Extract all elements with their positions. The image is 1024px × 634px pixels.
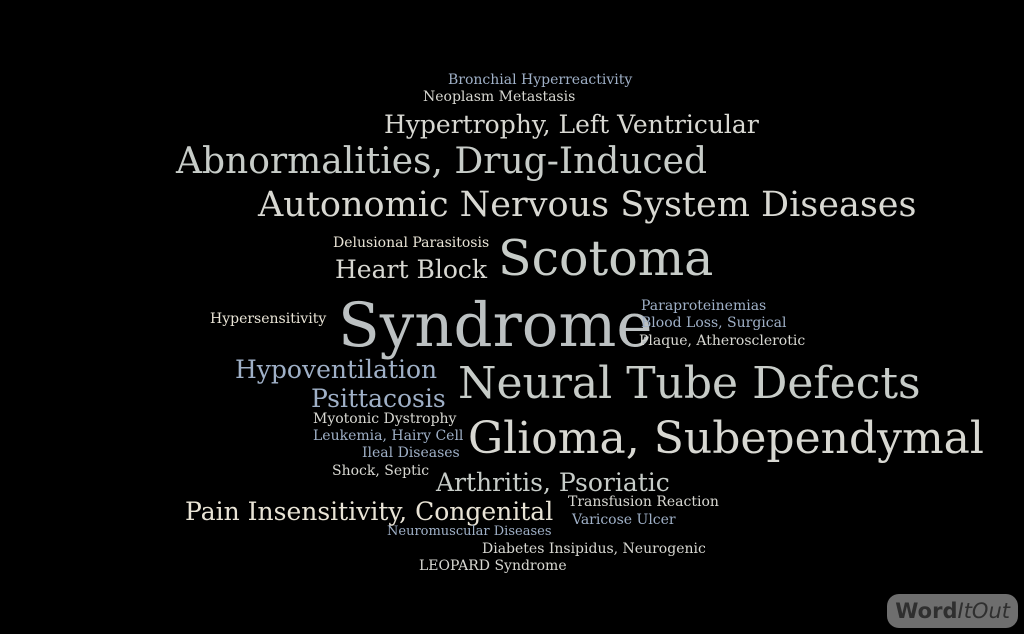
word-pain-insensitivity-congenital: Pain Insensitivity, Congenital [185,497,554,526]
word-psittacosis: Psittacosis [311,384,446,413]
word-plaque-atherosclerotic: Plaque, Atherosclerotic [639,333,806,349]
word-hypoventilation: Hypoventilation [235,355,438,384]
word-diabetes-insipidus-neurogenic: Diabetes Insipidus, Neurogenic [482,541,706,557]
word-shock-septic: Shock, Septic [332,463,430,479]
logo-word-text: Word [895,599,958,623]
logo-itout-text: ItOut [957,599,1011,623]
word-myotonic-dystrophy: Myotonic Dystrophy [313,411,457,427]
word-autonomic-nervous-system-diseases: Autonomic Nervous System Diseases [258,185,917,225]
word-neural-tube-defects: Neural Tube Defects [458,358,921,409]
word-scotoma: Scotoma [498,230,714,287]
word-arthritis-psoriatic: Arthritis, Psoriatic [436,468,670,497]
wordleout-logo[interactable]: Word ItOut [887,594,1018,628]
word-hypersensitivity: Hypersensitivity [210,311,327,327]
word-blood-loss-surgical: Blood Loss, Surgical [641,315,787,331]
word-bronchial-hyperreactivity: Bronchial Hyperreactivity [448,72,633,88]
word-neoplasm-metastasis: Neoplasm Metastasis [423,89,576,105]
word-glioma-subependymal: Glioma, Subependymal [468,413,984,464]
word-heart-block: Heart Block [335,255,488,284]
word-ileal-diseases: Ileal Diseases [362,445,460,461]
word-leukemia-hairy-cell: Leukemia, Hairy Cell [313,428,464,444]
word-transfusion-reaction: Transfusion Reaction [568,494,719,510]
word-neuromuscular-diseases: Neuromuscular Diseases [387,524,552,539]
word-abnormalities-drug-induced: Abnormalities, Drug-Induced [176,141,707,182]
word-varicose-ulcer: Varicose Ulcer [572,512,676,528]
word-leopard-syndrome: LEOPARD Syndrome [419,558,567,574]
word-hypertrophy-left-ventricular: Hypertrophy, Left Ventricular [384,110,759,139]
word-paraproteinemias: Paraproteinemias [641,298,767,314]
word-syndrome: Syndrome [338,290,653,361]
word-delusional-parasitosis: Delusional Parasitosis [333,235,490,251]
